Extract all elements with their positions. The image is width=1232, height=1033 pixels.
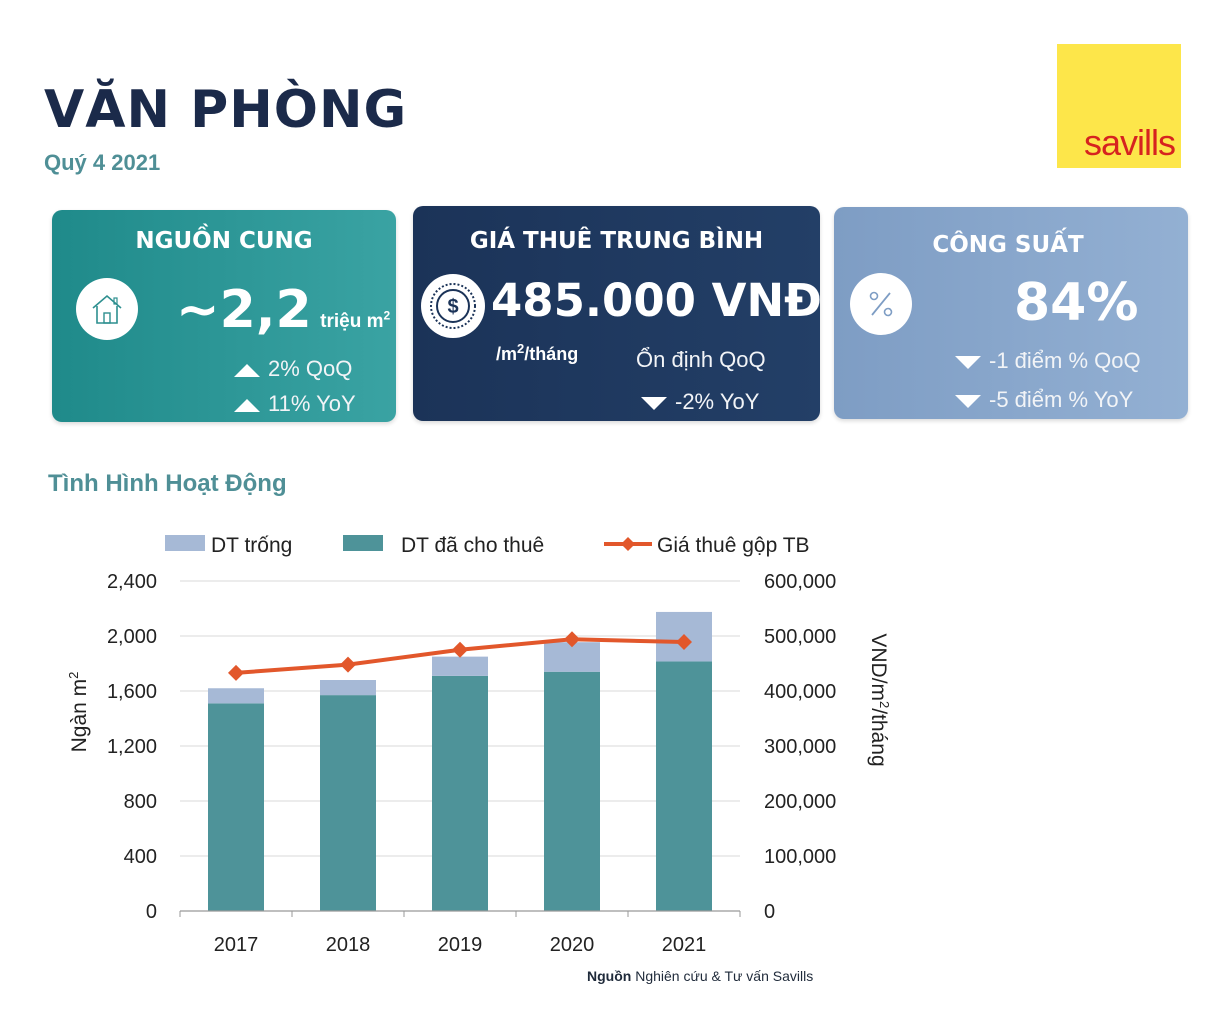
supply-unit: triệu m2 xyxy=(320,308,391,332)
y-right-tick-label: 200,000 xyxy=(764,791,836,813)
y-left-tick-label: 1,200 xyxy=(107,736,157,758)
y-right-tick-label: 500,000 xyxy=(764,626,836,648)
rent-card: GIÁ THUÊ TRUNG BÌNH $ 485.000 VNĐ /m2/th… xyxy=(413,206,822,421)
supply-unit-text: triệu m xyxy=(320,311,384,332)
rent-unit: /m2/tháng xyxy=(496,341,578,365)
y-right-axis-title-text: VND/m xyxy=(867,633,890,701)
occupancy-change-yoy-text: -5 điểm % YoY xyxy=(989,387,1134,412)
y-left-axis-title-sup: 2 xyxy=(66,672,81,679)
rent-value: 485.000 VNĐ xyxy=(491,274,822,327)
y-left-tick-label: 0 xyxy=(146,901,157,923)
supply-unit-sup: 2 xyxy=(383,308,391,323)
y-left-axis-title-text: Ngàn m xyxy=(68,679,91,753)
supply-value-group: ~2,2 triệu m2 xyxy=(176,280,390,340)
legend-swatch-vacant xyxy=(165,535,205,551)
occupancy-change-qoq: -1 điểm % QoQ xyxy=(955,348,1141,374)
rent-change-yoy-text: -2% YoY xyxy=(675,389,760,414)
page-subtitle: Quý 4 2021 xyxy=(44,150,161,175)
y-right-tick-label: 400,000 xyxy=(764,681,836,703)
supply-value: ~2,2 xyxy=(176,280,312,340)
up-arrow-icon xyxy=(234,398,260,412)
legend-marker-rent xyxy=(621,537,635,551)
rent-unit-sup: 2 xyxy=(517,341,525,356)
rent-unit-suffix: /tháng xyxy=(524,344,579,364)
supply-card: NGUỒN CUNG ~2,2 triệu m2 2% QoQ 11% YoY xyxy=(52,210,396,422)
bar-vacant-2019 xyxy=(432,656,488,676)
y-left-tick-label: 2,400 xyxy=(107,571,157,593)
down-arrow-icon xyxy=(641,396,667,410)
supply-heading: NGUỒN CUNG xyxy=(135,228,313,254)
occupancy-value: 84% xyxy=(1014,273,1139,333)
occupancy-change-yoy: -5 điểm % YoY xyxy=(955,387,1133,413)
supply-change-qoq: 2% QoQ xyxy=(234,356,352,382)
bar-leased-2019 xyxy=(432,675,488,911)
bar-leased-2021 xyxy=(656,661,712,911)
supply-change-qoq-text: 2% QoQ xyxy=(268,356,353,381)
house-icon xyxy=(76,278,138,340)
svg-text:$: $ xyxy=(447,296,458,318)
y-right-axis-title-sup: 2 xyxy=(877,701,892,708)
y-left-tick-label: 800 xyxy=(124,791,157,813)
x-tick-label: 2018 xyxy=(326,934,371,956)
y-right-tick-label: 600,000 xyxy=(764,571,836,593)
source-note: Nguồn Nghiên cứu & Tư vấn Savills xyxy=(587,968,813,984)
x-tick-label: 2019 xyxy=(438,934,483,956)
occupancy-heading: CÔNG SUẤT xyxy=(932,232,1084,258)
source-text: Nghiên cứu & Tư vấn Savills xyxy=(631,968,814,984)
y-right-axis-title-suffix: /tháng xyxy=(867,708,890,766)
x-tick-label: 2017 xyxy=(214,934,259,956)
y-right-axis-title: VND/m2/tháng xyxy=(867,633,892,766)
y-left-tick-label: 400 xyxy=(124,846,157,868)
rent-point-2019 xyxy=(452,641,468,658)
occupancy-change-qoq-text: -1 điểm % QoQ xyxy=(989,348,1141,373)
rent-stable: Ổn định QoQ xyxy=(636,347,766,372)
x-tick-label: 2021 xyxy=(662,934,707,956)
down-arrow-icon xyxy=(955,394,981,408)
source-label: Nguồn xyxy=(587,968,632,984)
y-left-axis-title: Ngàn m2 xyxy=(66,672,91,753)
bar-vacant-2017 xyxy=(208,688,264,704)
percent-icon xyxy=(850,273,912,335)
bar-vacant-2018 xyxy=(320,680,376,696)
dollar-coin-icon: $ xyxy=(421,274,485,338)
legend-label-leased: DT đã cho thuê xyxy=(401,534,544,557)
y-left-tick-label: 1,600 xyxy=(107,681,157,703)
legend-label-vacant: DT trống xyxy=(211,534,292,557)
y-right-tick-label: 0 xyxy=(764,901,775,923)
down-arrow-icon xyxy=(955,355,981,369)
savills-logo: savills xyxy=(1057,44,1181,168)
rent-point-2021 xyxy=(676,634,692,651)
bar-leased-2017 xyxy=(208,703,264,911)
legend-swatch-leased xyxy=(343,535,383,551)
occupancy-card: CÔNG SUẤT 84% -1 điểm % QoQ -5 điểm % Yo… xyxy=(834,207,1188,419)
rent-point-2017 xyxy=(228,664,244,681)
section-title: Tình Hình Hoạt Động xyxy=(48,470,287,497)
legend-label-rent: Giá thuê gộp TB xyxy=(657,534,810,557)
y-left-tick-label: 2,000 xyxy=(107,626,157,648)
y-right-tick-label: 300,000 xyxy=(764,736,836,758)
rent-point-2020 xyxy=(564,631,580,648)
supply-change-yoy: 11% YoY xyxy=(234,391,356,417)
x-tick-label: 2020 xyxy=(550,934,595,956)
supply-change-yoy-text: 11% YoY xyxy=(268,391,356,416)
page-title: VĂN PHÒNG xyxy=(44,80,408,140)
bar-leased-2020 xyxy=(544,671,600,911)
rent-change-yoy: -2% YoY xyxy=(641,389,759,415)
rent-heading: GIÁ THUÊ TRUNG BÌNH xyxy=(469,228,764,254)
bar-leased-2018 xyxy=(320,695,376,911)
up-arrow-icon xyxy=(234,363,260,377)
logo-text: savills xyxy=(1083,122,1176,163)
rent-point-2018 xyxy=(340,656,356,673)
rent-unit-prefix: /m xyxy=(496,344,518,364)
y-right-tick-label: 100,000 xyxy=(764,846,836,868)
